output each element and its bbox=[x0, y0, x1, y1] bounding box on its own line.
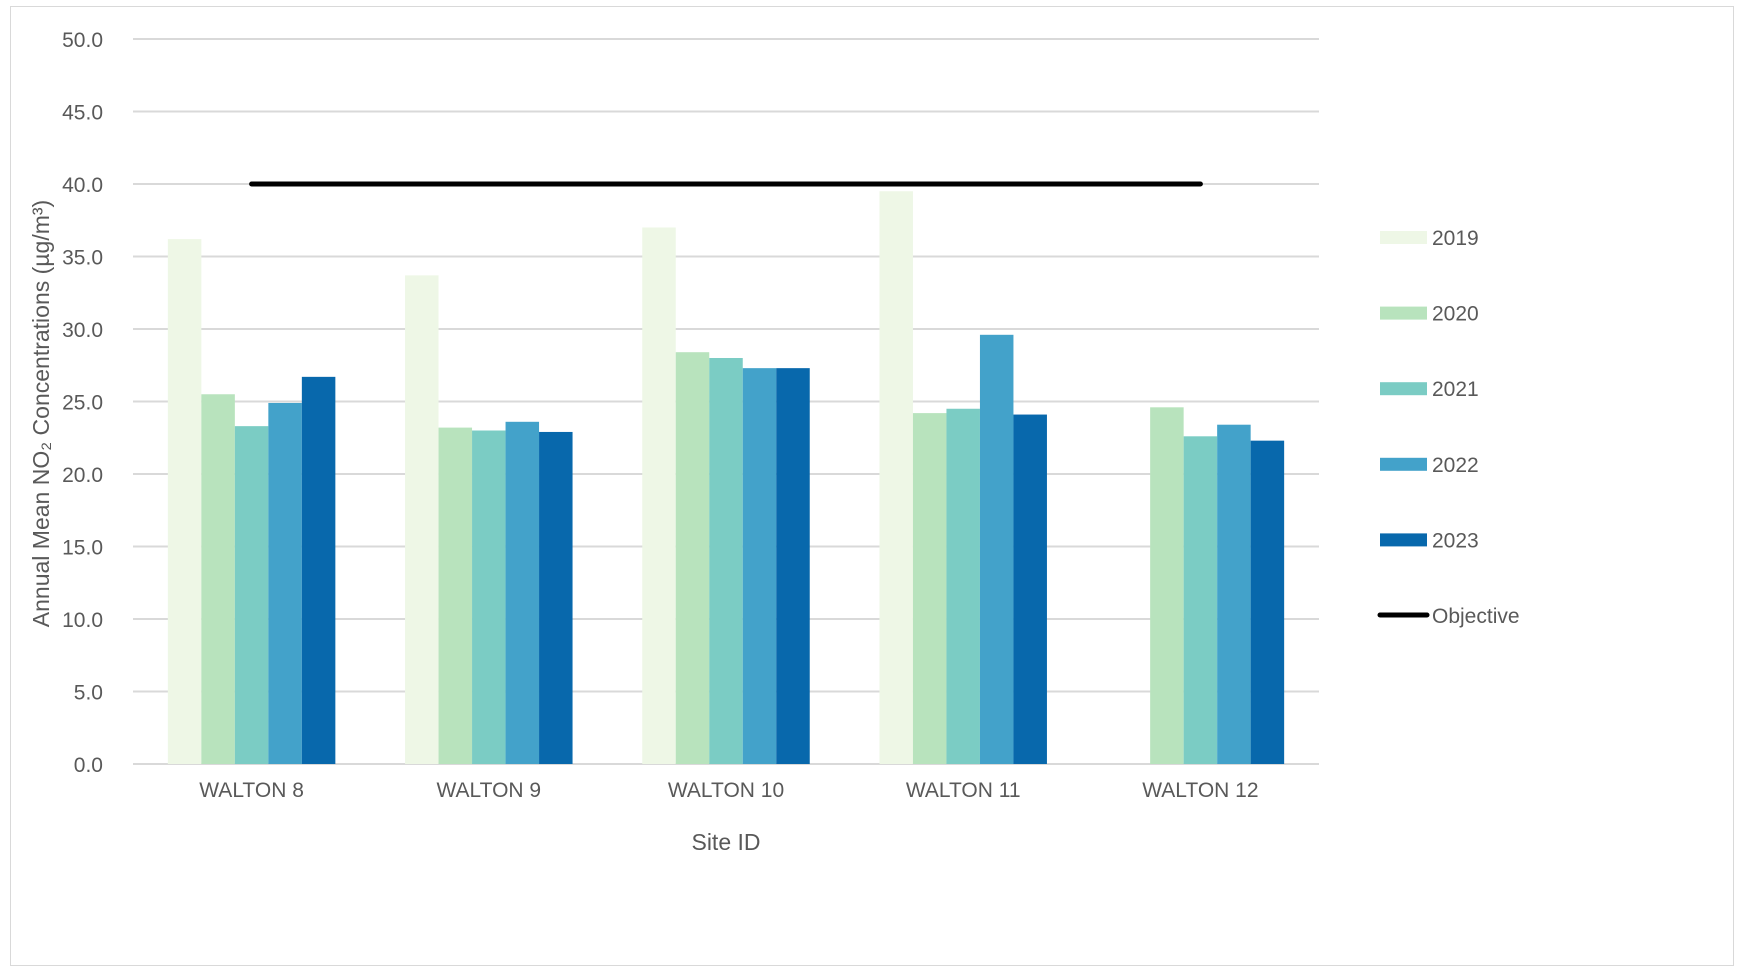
y-tick-label: 25.0 bbox=[62, 392, 103, 415]
bar-2022-walton-8 bbox=[268, 402, 302, 764]
y-tick-label: 40.0 bbox=[62, 174, 103, 197]
bar-2023-walton-8 bbox=[301, 376, 336, 764]
legend-label: 2023 bbox=[1432, 529, 1479, 552]
bar-2022-walton-12 bbox=[1217, 424, 1251, 764]
legend-swatch-2021 bbox=[1380, 382, 1427, 396]
y-tick-label: 5.0 bbox=[74, 682, 103, 705]
bars bbox=[167, 191, 1285, 765]
bar-2020-walton-10 bbox=[675, 352, 710, 764]
x-tick-label: WALTON 12 bbox=[1142, 779, 1258, 802]
bar-2019-walton-8 bbox=[167, 239, 202, 765]
legend-swatch-2020 bbox=[1380, 306, 1427, 320]
bar-2020-walton-8 bbox=[201, 394, 235, 764]
chart-frame: 0.0 5.0 10.0 15.0 20.0 25.0 30.0 35.0 40.0 45.0 50… bbox=[10, 6, 1734, 966]
y-tick-label: 30.0 bbox=[62, 319, 103, 342]
y-tick-label: 0.0 bbox=[74, 754, 103, 777]
legend-label: 2019 bbox=[1432, 227, 1479, 250]
legend-swatch-2019 bbox=[1380, 231, 1427, 244]
y-tick-label: 45.0 bbox=[62, 102, 103, 125]
bar-2021-walton-11 bbox=[946, 408, 980, 764]
bar-2023-walton-10 bbox=[776, 368, 810, 764]
y-axis-ticks: 0.0 5.0 10.0 15.0 20.0 25.0 30.0 35.0 40.0 45.0 50… bbox=[62, 29, 103, 777]
legend-swatch-2022 bbox=[1380, 457, 1427, 471]
bar-2021-walton-8 bbox=[234, 426, 269, 764]
bar-2021-walton-12 bbox=[1183, 436, 1218, 764]
y-tick-label: 35.0 bbox=[62, 247, 103, 270]
legend-label: Objective bbox=[1432, 605, 1520, 628]
y-tick-label: 15.0 bbox=[62, 537, 103, 560]
legend-label: 2022 bbox=[1432, 454, 1479, 477]
y-tick-label: 20.0 bbox=[62, 464, 103, 487]
bar-2023-walton-9 bbox=[539, 431, 573, 764]
legend: 2019 2020 2021 2022 2023 Objective bbox=[1377, 227, 1520, 628]
bar-2019-walton-10 bbox=[642, 227, 676, 764]
bar-2019-walton-9 bbox=[405, 275, 439, 764]
x-tick-label: WALTON 10 bbox=[668, 779, 784, 802]
x-axis-label: Site ID bbox=[691, 829, 760, 855]
bar-2023-walton-11 bbox=[1013, 414, 1047, 764]
bar-2020-walton-9 bbox=[438, 427, 473, 764]
bar-2019-walton-11 bbox=[879, 191, 913, 764]
y-tick-label: 50.0 bbox=[62, 29, 103, 52]
bar-2021-walton-9 bbox=[472, 430, 506, 764]
legend-label: 2021 bbox=[1432, 378, 1479, 401]
bar-2021-walton-10 bbox=[709, 358, 743, 764]
x-tick-label: WALTON 8 bbox=[199, 779, 304, 802]
x-tick-label: WALTON 11 bbox=[906, 779, 1021, 802]
legend-swatch-2023 bbox=[1380, 533, 1427, 547]
bar-2023-walton-12 bbox=[1250, 440, 1285, 764]
bar-2022-walton-10 bbox=[742, 368, 777, 764]
y-tick-label: 10.0 bbox=[62, 609, 103, 632]
x-tick-label: WALTON 9 bbox=[436, 779, 541, 802]
y-axis-label: Annual Mean NO₂ Concentrations (µg/m³) bbox=[28, 200, 54, 627]
bar-2022-walton-11 bbox=[979, 334, 1014, 764]
bar-2020-walton-11 bbox=[912, 413, 947, 764]
bar-2022-walton-9 bbox=[505, 421, 540, 764]
bar-2020-walton-12 bbox=[1150, 407, 1184, 764]
bar-chart: 0.0 5.0 10.0 15.0 20.0 25.0 30.0 35.0 40.0 45.0 50… bbox=[28, 29, 1520, 855]
legend-label: 2020 bbox=[1432, 303, 1479, 326]
x-axis-ticks: WALTON 8 WALTON 9 WALTON 10 WALTON 11 WALTON… bbox=[199, 779, 1258, 802]
